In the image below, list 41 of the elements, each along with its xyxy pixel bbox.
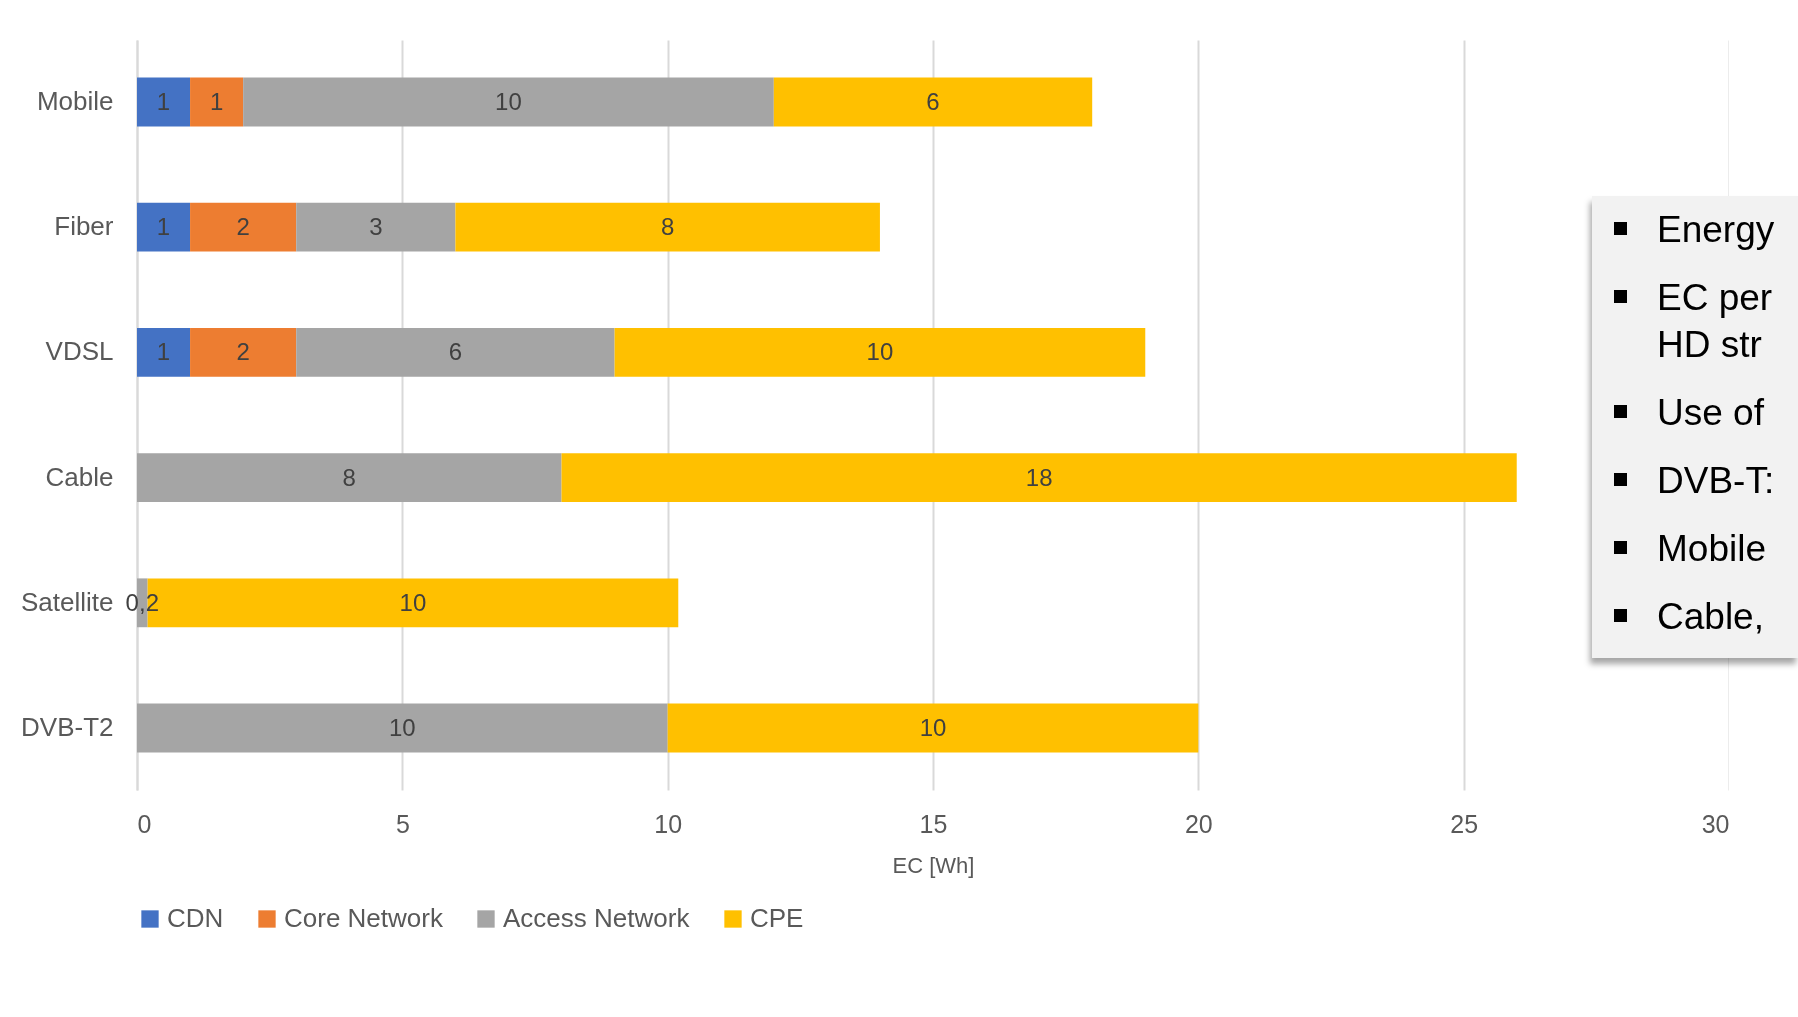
data-label: 10: [495, 87, 522, 115]
data-label: 3: [369, 213, 383, 241]
y-tick-label: Mobile: [36, 85, 114, 116]
annotation: DVB-T:: [1657, 459, 1776, 503]
data-label: 10: [919, 714, 947, 742]
x-tick-label: 25: [1450, 809, 1479, 838]
data-label: 2: [236, 338, 250, 366]
legend-label: Access Network: [503, 903, 691, 933]
x-tick-label: 30: [1701, 809, 1730, 838]
x-tick-label: 10: [654, 809, 683, 838]
legend-label: Core Network: [284, 903, 444, 933]
x-tick-label: 15: [919, 809, 948, 838]
y-tick-label: DVB-T2: [21, 712, 114, 743]
data-label: 1: [156, 213, 171, 241]
x-tick-label: 0: [137, 809, 152, 838]
x-axis-title: EC [Wh]: [892, 852, 975, 878]
y-tick-label: Fiber: [54, 211, 114, 242]
data-label: 10: [866, 338, 894, 366]
data-label: 18: [1025, 463, 1053, 491]
data-label: 1: [156, 338, 171, 366]
x-tick-label: 5: [395, 809, 410, 838]
annotation: EC per HD str: [1657, 276, 1774, 367]
data-label: 2: [236, 213, 250, 241]
annotation: Mobile: [1657, 527, 1767, 571]
data-label: 6: [926, 87, 940, 115]
legend-label: CPE: [750, 903, 804, 933]
legend-label: CDN: [167, 903, 224, 933]
annotation: Use of: [1657, 391, 1765, 435]
data-label: 6: [448, 338, 463, 366]
data-label: 10: [399, 588, 427, 616]
data-label: 8: [342, 463, 356, 491]
y-tick-label: VDSL: [45, 336, 114, 367]
annotation: Energy: [1657, 208, 1776, 252]
data-label: 8: [660, 213, 675, 241]
annotation: Cable,: [1657, 595, 1765, 639]
data-label: 10: [388, 714, 416, 742]
y-tick-label: Satellite: [21, 586, 114, 617]
y-tick-label: Cable: [45, 461, 114, 492]
data-label: 1: [156, 87, 171, 115]
x-tick-label: 20: [1184, 809, 1213, 838]
data-label: 1: [209, 87, 224, 115]
